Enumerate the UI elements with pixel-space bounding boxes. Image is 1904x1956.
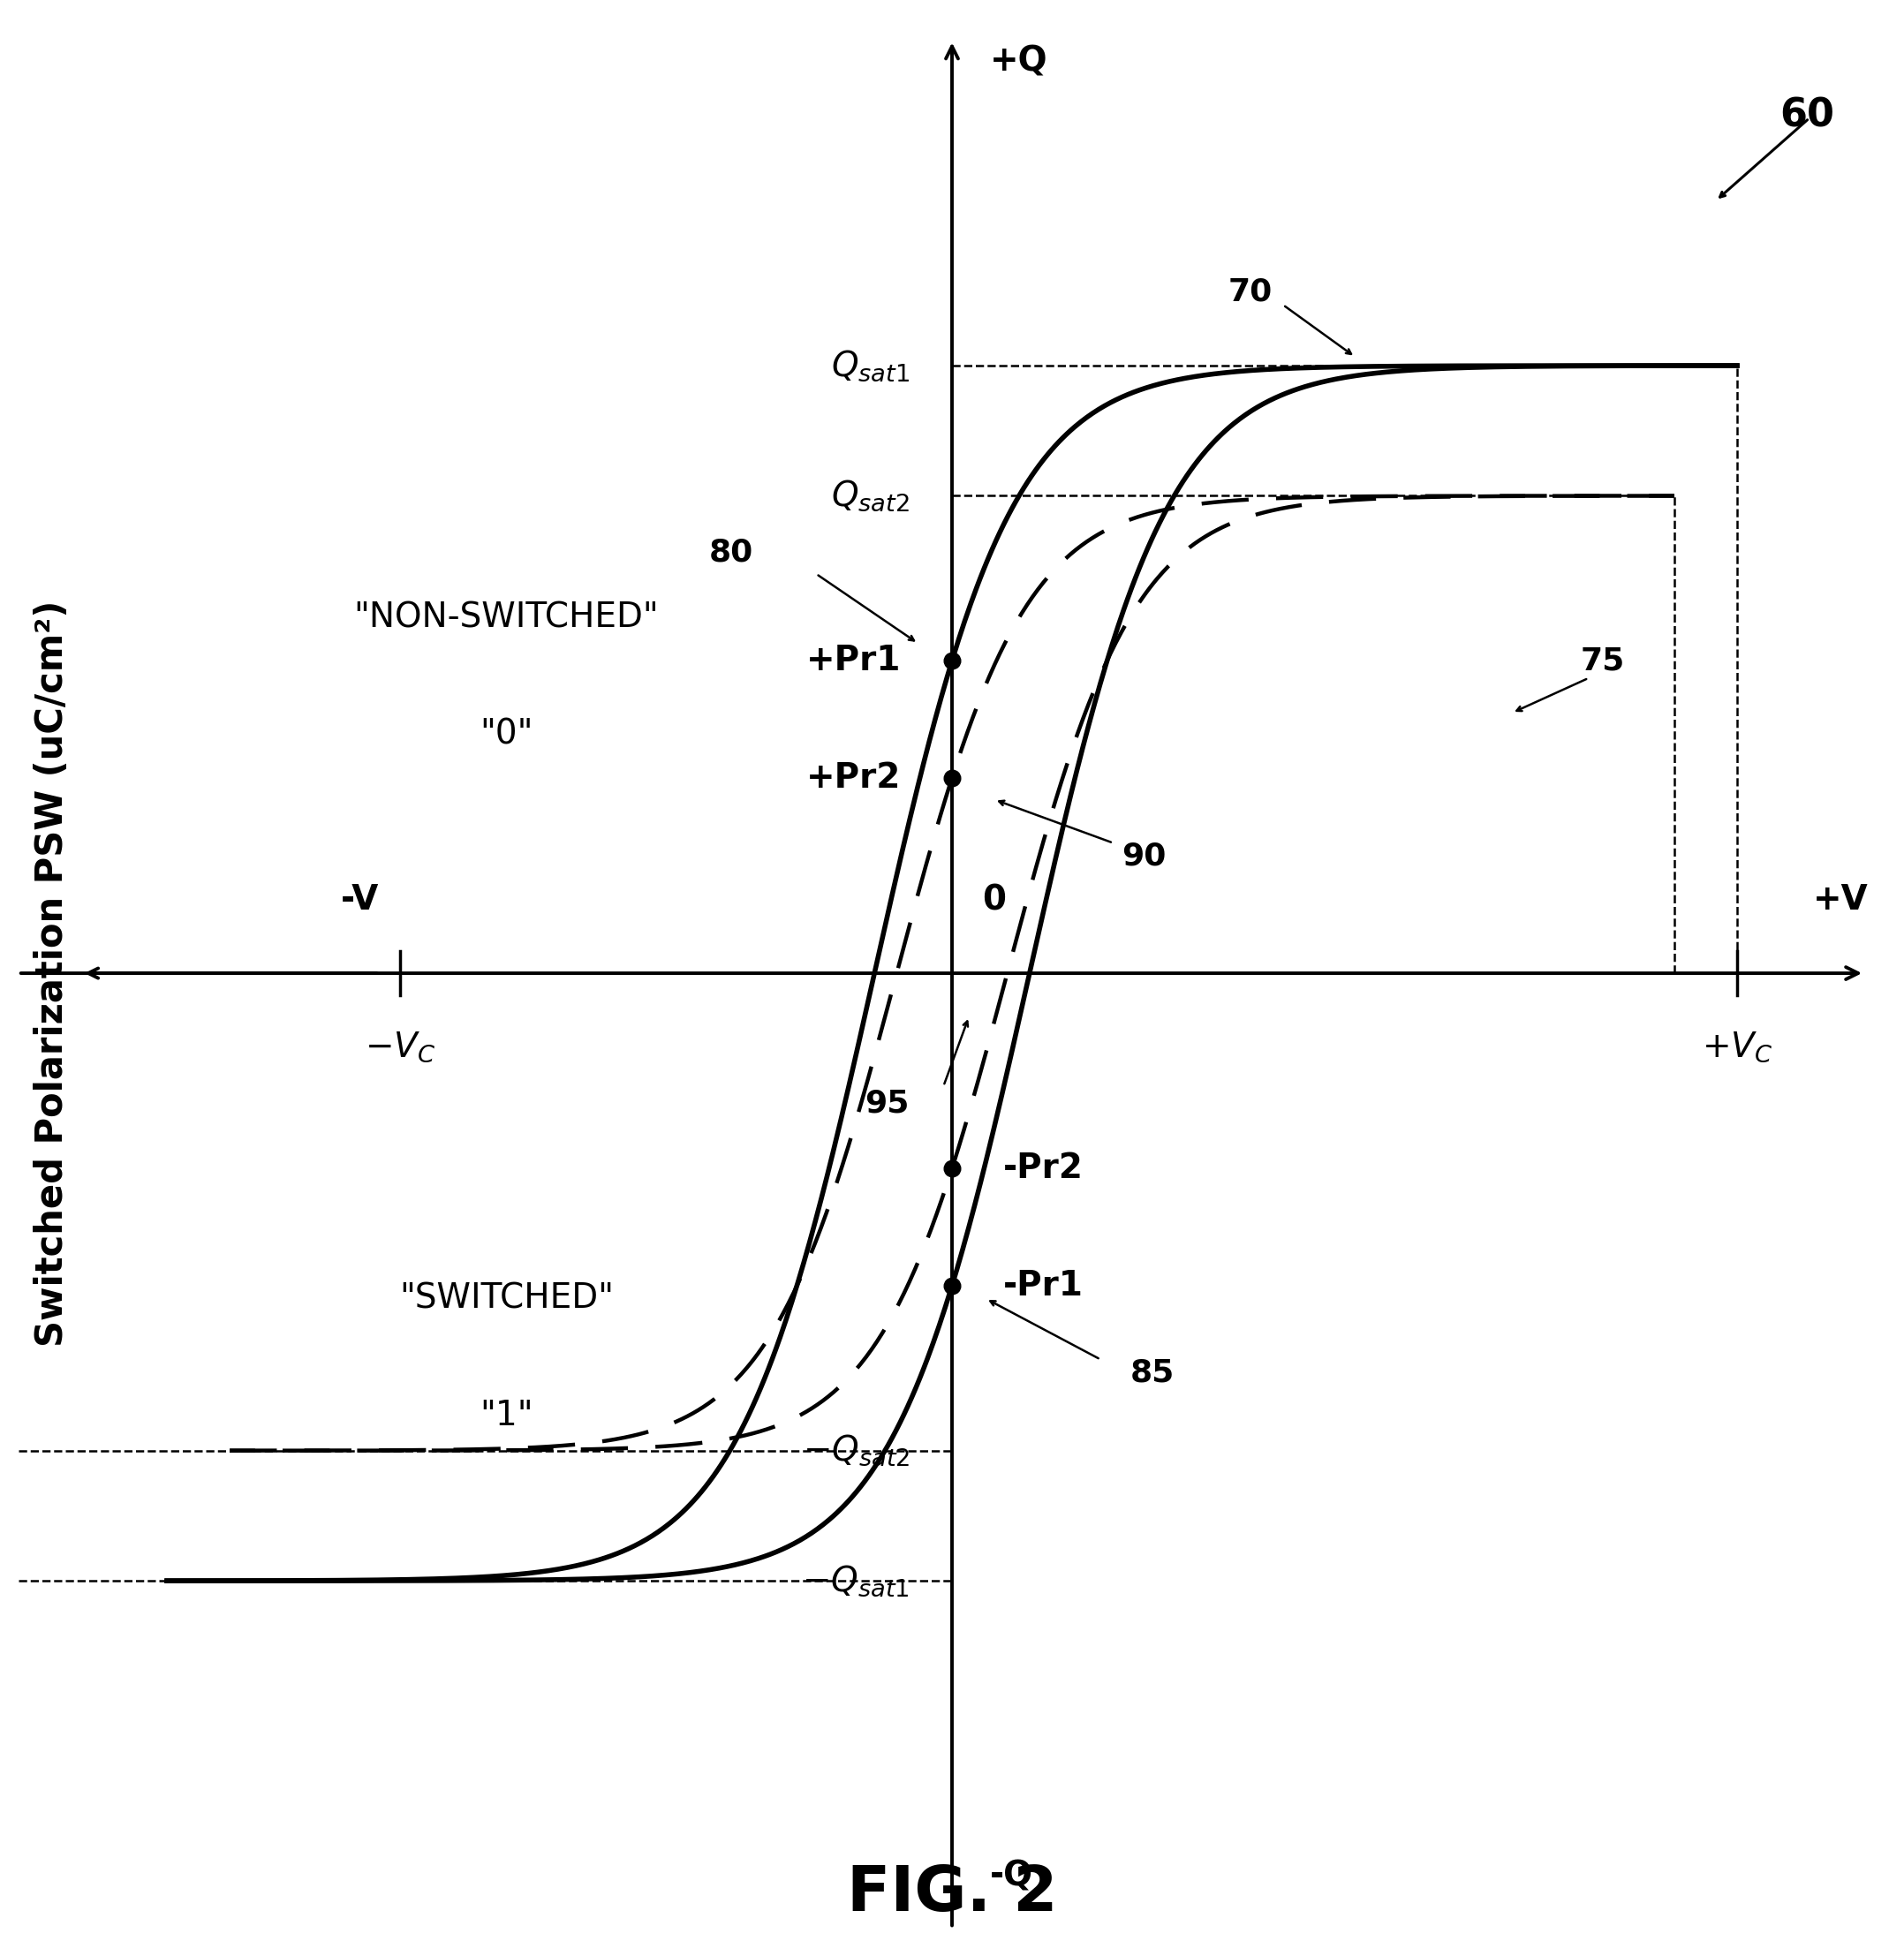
Point — [937, 763, 967, 794]
Text: "0": "0" — [480, 718, 533, 751]
Text: $-Q_{sat1}$: $-Q_{sat1}$ — [802, 1563, 910, 1598]
Text: 85: 85 — [1131, 1357, 1175, 1387]
Text: $Q_{sat1}$: $Q_{sat1}$ — [830, 348, 910, 383]
Text: 90: 90 — [1121, 841, 1167, 870]
Text: +V: +V — [1813, 884, 1868, 917]
Text: -Pr1: -Pr1 — [1003, 1269, 1083, 1303]
Text: -Pr2: -Pr2 — [1003, 1152, 1083, 1185]
Point — [937, 1269, 967, 1301]
Text: "NON-SWITCHED": "NON-SWITCHED" — [354, 600, 659, 634]
Text: Switched Polarization PSW (uC/cm²): Switched Polarization PSW (uC/cm²) — [34, 600, 70, 1346]
Text: +Q: +Q — [990, 45, 1047, 78]
Text: $+V_C$: $+V_C$ — [1702, 1029, 1773, 1064]
Text: 75: 75 — [1580, 645, 1624, 675]
Text: $-V_C$: $-V_C$ — [366, 1029, 436, 1064]
Text: 60: 60 — [1780, 96, 1835, 135]
Text: 70: 70 — [1228, 278, 1272, 307]
Text: 0: 0 — [982, 884, 1005, 917]
Text: +Pr1: +Pr1 — [805, 644, 901, 677]
Text: "SWITCHED": "SWITCHED" — [400, 1281, 613, 1316]
Text: "1": "1" — [480, 1399, 533, 1432]
Text: +Pr2: +Pr2 — [805, 761, 901, 794]
Text: 80: 80 — [708, 538, 754, 567]
Point — [937, 645, 967, 677]
Text: -V: -V — [341, 884, 379, 917]
Text: 95: 95 — [864, 1088, 910, 1119]
Point — [937, 1152, 967, 1183]
Text: FIG. 2: FIG. 2 — [847, 1862, 1057, 1925]
Text: $Q_{sat2}$: $Q_{sat2}$ — [832, 479, 910, 512]
Text: $-Q_{sat2}$: $-Q_{sat2}$ — [802, 1434, 910, 1469]
Text: -Q: -Q — [990, 1860, 1034, 1893]
